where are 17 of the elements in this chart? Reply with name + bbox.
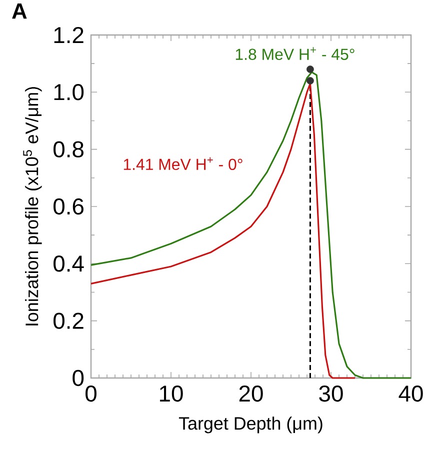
text: 1.41 MeV H$^{+}$ - 0° bbox=[124, 157, 242, 170]
y-tick-label: 0.8 bbox=[53, 141, 84, 158]
x-tick-label: 0 bbox=[85, 386, 96, 402]
y-axis-title: Ionization profile (x10$^{5}$ eV/μm) bbox=[23, 87, 42, 326]
y-tick-label: 1.0 bbox=[54, 84, 84, 100]
x-axis-title: Target Depth (μm) bbox=[178, 416, 322, 434]
x-tick-label: 10 bbox=[160, 386, 183, 402]
y-tick-label: 0.6 bbox=[53, 198, 84, 215]
x-tick-label: 20 bbox=[239, 386, 263, 402]
x-tick-label: 40 bbox=[398, 386, 423, 402]
y-tick-label: 0.2 bbox=[53, 312, 84, 329]
x-tick-label: 30 bbox=[319, 386, 343, 402]
y-tick-label: 0 bbox=[72, 370, 84, 386]
y-tick-label: 1.2 bbox=[54, 26, 84, 43]
text: A bbox=[12, 4, 27, 19]
series-label: 1.8 MeV H$^{+}$ - 45° bbox=[236, 47, 354, 60]
y-tick-label: 0.4 bbox=[53, 256, 84, 272]
